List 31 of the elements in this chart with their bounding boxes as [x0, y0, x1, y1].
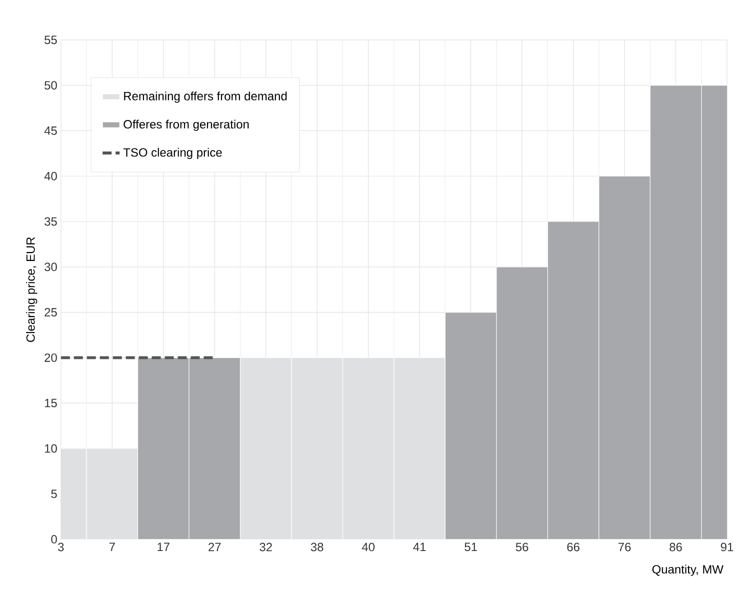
x-tick-label: 7 [109, 542, 115, 551]
legend-label: Offeres from generation [124, 120, 249, 131]
x-tick-label: 3 [58, 542, 64, 552]
y-tick-label: 45 [44, 126, 57, 135]
y-tick-label: 15 [44, 398, 57, 408]
x-tick-label: 76 [618, 542, 631, 552]
x-tick-label: 27 [208, 542, 221, 552]
legend-label: TSO clearing price [123, 148, 222, 159]
x-tick-label: 56 [516, 542, 528, 552]
y-tick-label: 0 [51, 534, 57, 544]
x-tick-label: 66 [567, 542, 580, 552]
y-tick-label: 10 [44, 444, 57, 453]
y-tick-label: 5 [51, 490, 57, 498]
x-tick-label: 86 [670, 542, 682, 552]
y-tick-label: 55 [44, 36, 57, 44]
y-tick-label: 30 [44, 262, 57, 272]
y-tick-label: 40 [44, 172, 57, 180]
x-tick-label: 40 [362, 542, 375, 552]
legend-label: Remaining offers from demand [124, 91, 287, 103]
x-tick-label: 38 [310, 542, 324, 552]
y-tick-label: 25 [44, 308, 57, 316]
y-tick-label: 35 [44, 217, 57, 226]
y-axis-title: Clearing price, EUR [26, 237, 38, 342]
x-tick-label: 51 [464, 542, 477, 552]
y-tick-label: 20 [44, 353, 57, 362]
x-tick-label: 17 [158, 542, 170, 551]
x-tick-label: 91 [720, 542, 734, 552]
y-tick-label: 50 [44, 81, 57, 90]
x-tick-label: 41 [413, 542, 426, 551]
x-tick-label: 32 [260, 542, 272, 552]
x-axis-title: Quantity, MW [652, 564, 724, 576]
